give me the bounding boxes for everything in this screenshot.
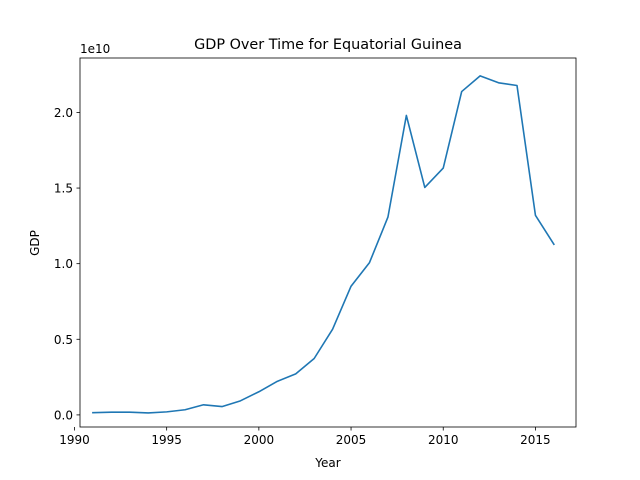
y-tick-label: 0.0 [54, 408, 73, 422]
x-axis-label: Year [314, 456, 340, 470]
y-tick-label: 2.0 [54, 106, 73, 120]
x-tick-label: 1995 [151, 433, 182, 447]
gdp-series-line [92, 75, 555, 414]
y-tick-label: 0.5 [54, 333, 73, 347]
y-tick-label: 1.0 [54, 257, 73, 271]
x-tick-label: 2010 [428, 433, 459, 447]
y-offset-label: 1e10 [80, 42, 110, 56]
plot-area [92, 75, 555, 414]
axes-frame [79, 57, 577, 428]
x-tick-label: 2015 [520, 433, 551, 447]
x-tick-label: 2005 [336, 433, 367, 447]
x-tick-label: 2000 [244, 433, 275, 447]
y-tick-label: 1.5 [54, 182, 73, 196]
chart-title: GDP Over Time for Equatorial Guinea [194, 37, 462, 53]
x-tick-label: 1990 [59, 433, 90, 447]
axis-ticks: 1990 1995 2000 2005 2010 2015 0.0 0.5 1.0 1.5 2.0 [54, 106, 551, 447]
y-axis-label: GDP [28, 230, 42, 256]
